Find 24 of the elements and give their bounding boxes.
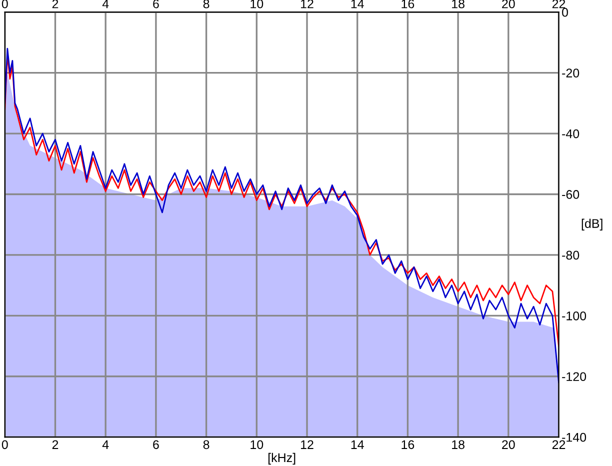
x-tick-label: 14 [351,440,364,449]
x-tick-label: 18 [452,440,464,450]
x-tick-label: 20 [502,440,515,450]
x2-tick-label: 4 [102,0,109,8]
y-tick-label: -140 [562,432,586,442]
y-tick-label: -40 [562,129,580,138]
x-tick-label: 10 [250,440,264,450]
y-tick-label: -100 [562,311,586,320]
x-tick-label: 6 [153,440,159,450]
x2-tick-label: 14 [351,0,364,8]
x-tick-label: 16 [402,440,414,450]
y-tick-label: -80 [562,250,580,260]
x-axis-title: [kHz] [268,452,296,465]
y-tick-label: -20 [562,68,580,78]
y-tick-label: -120 [562,372,586,382]
x-tick-label: 8 [203,440,210,450]
x-tick-label: 2 [52,440,58,449]
x-tick-label: 22 [552,440,566,449]
x-tick-label: 4 [102,440,109,449]
y-tick-label: 0 [562,8,568,17]
x-tick-label: 12 [301,440,314,449]
y-tick-label: -60 [562,190,580,199]
y-axis-title: [dB] [582,218,602,230]
x-tick-label: 0 [2,440,8,450]
